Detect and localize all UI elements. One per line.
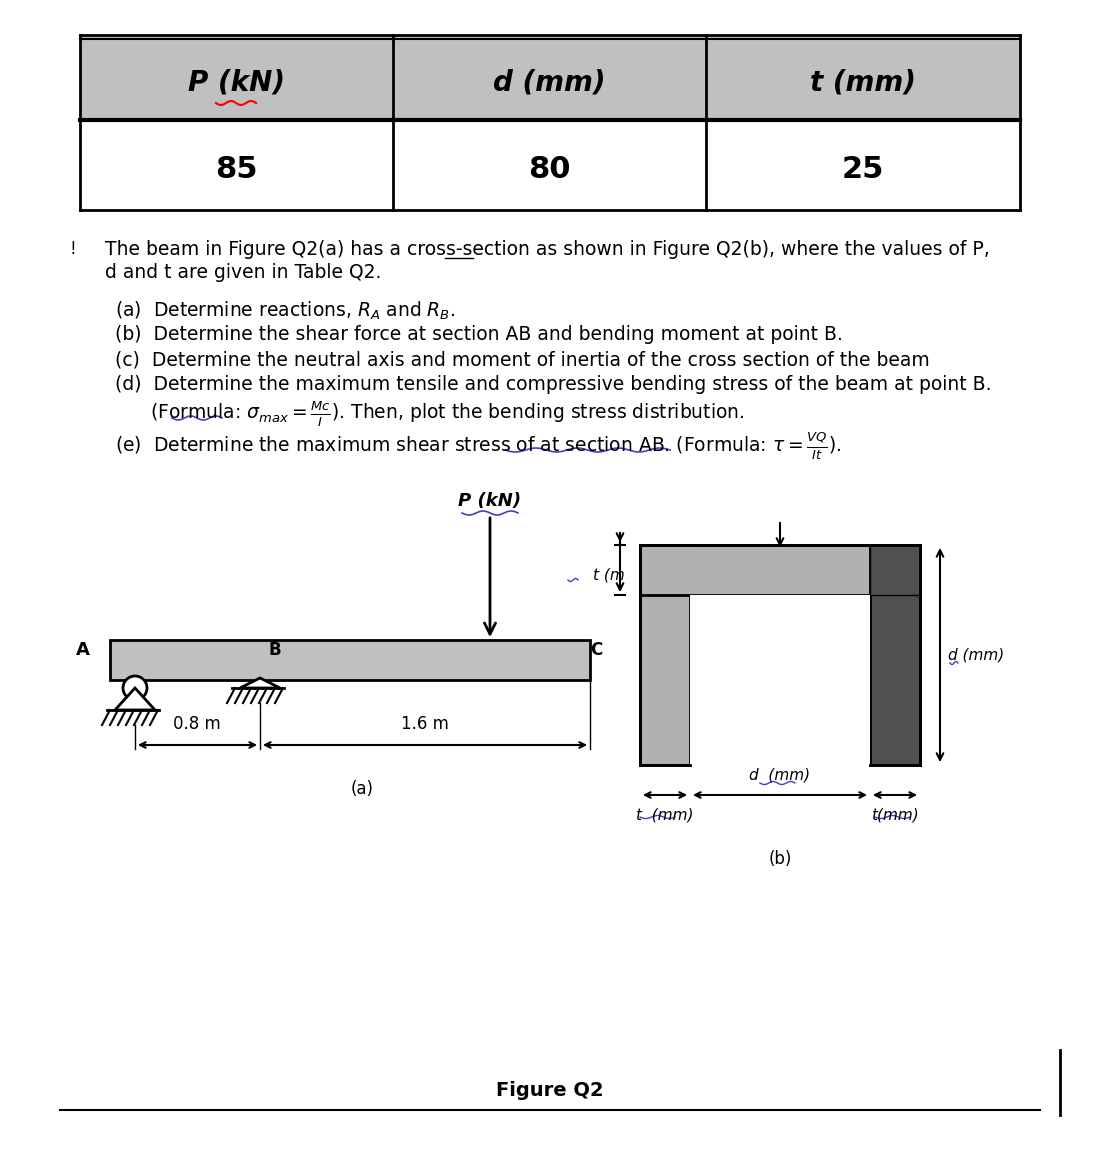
Polygon shape bbox=[80, 35, 1020, 120]
Polygon shape bbox=[110, 640, 590, 680]
Text: 1.6 m: 1.6 m bbox=[402, 716, 449, 733]
Polygon shape bbox=[116, 688, 155, 710]
Text: (e)  Determine the maximum shear stress of at section AB. (Formula: $\tau = \fra: (e) Determine the maximum shear stress o… bbox=[116, 430, 842, 461]
Text: 80: 80 bbox=[528, 156, 570, 185]
Text: d  (mm): d (mm) bbox=[749, 768, 811, 783]
Circle shape bbox=[123, 676, 147, 701]
Text: t (mm): t (mm) bbox=[810, 68, 916, 96]
Polygon shape bbox=[870, 544, 920, 595]
Text: P (kN): P (kN) bbox=[459, 492, 521, 510]
Text: (Formula: $\sigma_{max} = \frac{Mc}{I}$). Then, plot the bending stress distribu: (Formula: $\sigma_{max} = \frac{Mc}{I}$)… bbox=[150, 400, 745, 430]
Text: The beam in Figure Q2(a) has a cross-section as shown in Figure Q2(b), where the: The beam in Figure Q2(a) has a cross-sec… bbox=[104, 240, 990, 259]
Polygon shape bbox=[640, 544, 690, 765]
Polygon shape bbox=[80, 120, 1020, 210]
Text: d and t are given in Table Q2.: d and t are given in Table Q2. bbox=[104, 264, 382, 282]
Text: (b)  Determine the shear force at section AB and bending moment at point B.: (b) Determine the shear force at section… bbox=[116, 325, 843, 344]
Text: P (kN): P (kN) bbox=[187, 68, 285, 96]
Text: !: ! bbox=[70, 240, 77, 258]
Text: (a)  Determine reactions, $R_A$ and $R_B$.: (a) Determine reactions, $R_A$ and $R_B$… bbox=[116, 301, 455, 323]
Text: d (mm): d (mm) bbox=[493, 68, 605, 96]
Text: 0.8 m: 0.8 m bbox=[173, 716, 221, 733]
Text: t  (mm): t (mm) bbox=[636, 807, 694, 822]
Text: t(mm): t(mm) bbox=[871, 807, 918, 822]
Text: (a): (a) bbox=[351, 780, 374, 798]
Text: B: B bbox=[268, 640, 280, 659]
Text: t (m: t (m bbox=[593, 568, 625, 583]
Text: A: A bbox=[76, 640, 90, 659]
Text: Figure Q2: Figure Q2 bbox=[496, 1081, 604, 1099]
Text: d (mm): d (mm) bbox=[948, 647, 1004, 662]
Polygon shape bbox=[870, 544, 920, 765]
Text: C: C bbox=[590, 640, 603, 659]
Polygon shape bbox=[640, 544, 920, 595]
Text: (d)  Determine the maximum tensile and compressive bending stress of the beam at: (d) Determine the maximum tensile and co… bbox=[116, 375, 991, 394]
Text: (c)  Determine the neutral axis and moment of inertia of the cross section of th: (c) Determine the neutral axis and momen… bbox=[116, 350, 930, 369]
Text: 25: 25 bbox=[842, 156, 884, 185]
Polygon shape bbox=[240, 679, 280, 688]
Polygon shape bbox=[690, 595, 870, 765]
Text: 85: 85 bbox=[214, 156, 257, 185]
Text: (b): (b) bbox=[768, 850, 792, 868]
